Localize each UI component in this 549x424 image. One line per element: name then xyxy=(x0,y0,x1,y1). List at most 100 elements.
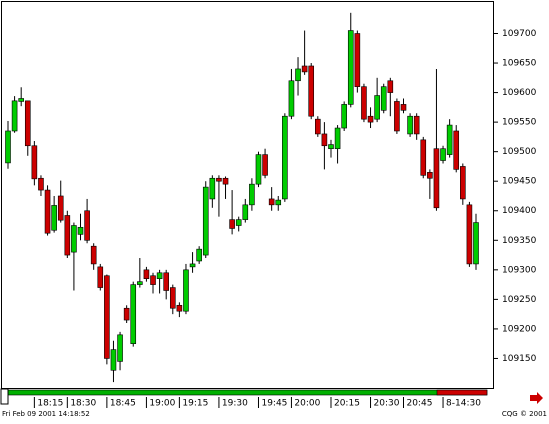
candle-body xyxy=(361,86,367,120)
candle-body xyxy=(209,177,216,200)
candle-body xyxy=(328,144,334,150)
y-tick-label: 109150 xyxy=(502,354,537,364)
x-tick-label: 18:15 xyxy=(37,399,63,409)
candle-body xyxy=(321,133,328,147)
candle-body xyxy=(123,307,130,321)
candle-body xyxy=(420,139,427,176)
candle-body xyxy=(407,115,413,135)
candle-body xyxy=(347,30,354,105)
candle-body xyxy=(242,204,249,220)
candle-body xyxy=(216,177,222,182)
candle-body xyxy=(288,80,295,117)
candle-body xyxy=(295,68,301,82)
y-tick-label: 109200 xyxy=(502,324,537,334)
y-tick-label: 109400 xyxy=(502,206,537,216)
candle-body xyxy=(31,145,38,180)
candle-body xyxy=(64,215,71,256)
candle-body xyxy=(275,199,282,206)
x-tick-label: 20:00 xyxy=(294,399,320,409)
candle-body xyxy=(183,269,189,312)
x-tick-label: 18:45 xyxy=(110,399,136,409)
candle-body xyxy=(394,101,400,132)
candle-body xyxy=(446,124,453,155)
x-tick-label: 19:30 xyxy=(222,399,248,409)
candle-body xyxy=(262,154,268,176)
candle-body xyxy=(90,245,97,265)
candle-body xyxy=(51,205,57,231)
x-tick-label: 20:45 xyxy=(406,399,432,409)
y-tick-label: 109350 xyxy=(502,236,537,246)
candle-body xyxy=(71,225,77,253)
y-tick-label: 109250 xyxy=(502,295,537,305)
x-tick-label: 18:30 xyxy=(70,399,96,409)
y-tick-label: 109450 xyxy=(502,177,537,187)
x-tick-label: 20:30 xyxy=(374,399,400,409)
x-tick-label: 19:15 xyxy=(182,399,208,409)
candle-body xyxy=(5,130,11,164)
candle-body xyxy=(130,284,137,344)
candle-body xyxy=(374,95,380,120)
candle-body xyxy=(176,304,183,312)
candle-body xyxy=(104,275,110,359)
candle-body xyxy=(143,269,150,279)
plot-frame xyxy=(1,1,494,389)
scroll-arrow[interactable] xyxy=(530,392,543,404)
candle-body xyxy=(268,198,275,206)
y-tick-label: 109650 xyxy=(502,59,537,69)
footer-right: CQG © 2001 xyxy=(502,410,547,418)
y-tick-label: 109300 xyxy=(502,265,537,275)
candle-body xyxy=(440,148,446,161)
candle-body xyxy=(255,154,262,185)
candle-body xyxy=(433,148,440,209)
candle-body xyxy=(453,130,460,170)
candle-body xyxy=(196,248,202,262)
candle-body xyxy=(24,100,31,147)
y-tick-label: 109600 xyxy=(502,88,537,98)
candle-body xyxy=(156,272,163,279)
candle-body xyxy=(222,177,229,185)
footer-left: Fri Feb 09 2001 14:18:52 xyxy=(2,410,90,418)
candle-body xyxy=(301,65,308,73)
x-tick-label: 19:45 xyxy=(261,399,287,409)
candle-body xyxy=(427,172,433,179)
candle-body xyxy=(367,115,374,123)
y-tick-label: 109700 xyxy=(502,29,537,39)
scroll-box[interactable] xyxy=(0,388,9,405)
candle-body xyxy=(163,272,169,291)
candle-body xyxy=(97,266,104,288)
candle-body xyxy=(334,127,341,150)
x-tick-label: 8-14:30 xyxy=(446,399,481,409)
candle-body xyxy=(117,334,123,362)
candle-body xyxy=(387,80,394,93)
candle-body xyxy=(137,281,143,285)
candle-body xyxy=(380,86,387,111)
candle-body xyxy=(282,115,288,200)
candle-body xyxy=(11,100,18,132)
candle-body xyxy=(400,104,407,111)
candle-body xyxy=(413,115,420,135)
candle-body xyxy=(189,263,196,268)
candle-body xyxy=(44,189,51,234)
y-tick-label: 109500 xyxy=(502,147,537,157)
candle-body xyxy=(57,195,64,221)
candle-body xyxy=(341,104,347,129)
x-tick-label: 20:15 xyxy=(334,399,360,409)
candle-body xyxy=(235,219,242,226)
session-bar xyxy=(3,389,488,396)
candle-body xyxy=(18,98,24,102)
candle-body xyxy=(354,33,361,87)
candle-body xyxy=(249,183,255,206)
candle-body xyxy=(38,177,44,191)
candle-body xyxy=(308,65,315,117)
candle-body xyxy=(466,204,473,265)
y-tick-label: 109550 xyxy=(502,118,537,128)
candle-body xyxy=(460,166,466,200)
x-tick-label: 19:00 xyxy=(149,399,175,409)
candle-body xyxy=(473,222,479,265)
candle-body xyxy=(229,219,235,229)
candle-body xyxy=(150,275,156,285)
candle-body xyxy=(84,210,90,241)
